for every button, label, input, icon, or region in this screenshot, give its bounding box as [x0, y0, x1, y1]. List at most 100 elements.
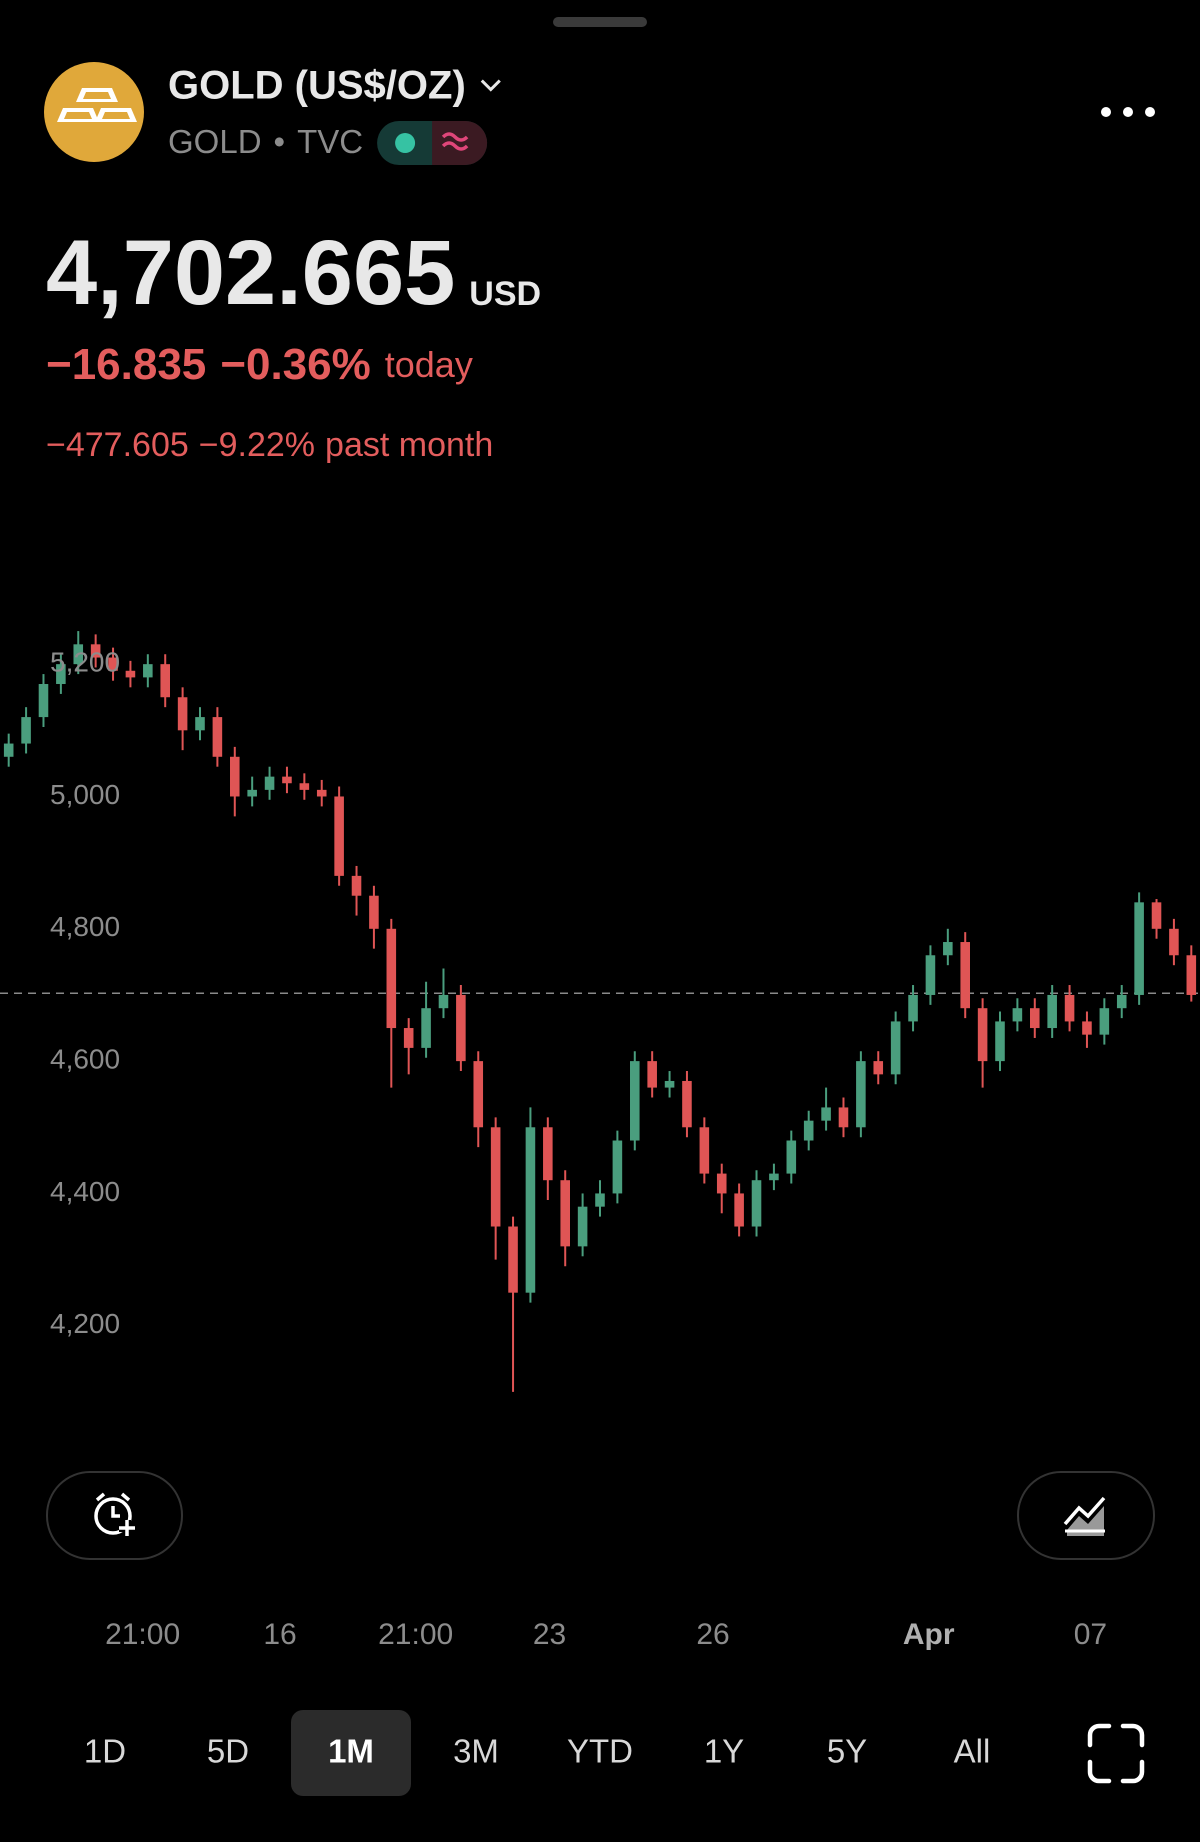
- y-tick-label: 4,800: [50, 911, 120, 942]
- y-tick-label: 5,200: [50, 647, 120, 678]
- candle-body: [1030, 1008, 1040, 1029]
- range-button[interactable]: 1D: [84, 1733, 126, 1770]
- dropdown-chevron[interactable]: [480, 79, 501, 92]
- candle-body: [786, 1140, 797, 1174]
- candle-body: [1116, 994, 1127, 1009]
- candle-body: [890, 1021, 901, 1075]
- symbol-subtitle: GOLD • TVC: [168, 123, 363, 160]
- candle-body: [1082, 1021, 1092, 1035]
- change-today-pct: −0.36%: [220, 340, 370, 389]
- x-tick-label: 23: [533, 1618, 566, 1651]
- candle-body: [473, 1061, 484, 1128]
- candle-body: [699, 1127, 710, 1174]
- change-today: −16.835 −0.36% today: [46, 340, 473, 389]
- add-alert-button[interactable]: [46, 1471, 183, 1560]
- x-tick-label: 16: [263, 1618, 296, 1651]
- x-tick-label: 21:00: [378, 1618, 453, 1651]
- x-tick-label: 21:00: [105, 1618, 180, 1651]
- range-button[interactable]: 5Y: [827, 1733, 867, 1770]
- candle-body: [664, 1080, 675, 1088]
- range-button[interactable]: YTD: [567, 1733, 633, 1770]
- candle-body: [456, 994, 466, 1062]
- range-button[interactable]: 5D: [207, 1733, 249, 1770]
- candle-body: [577, 1206, 588, 1247]
- range-button[interactable]: 1M: [328, 1733, 374, 1770]
- more-menu[interactable]: [1101, 107, 1155, 117]
- candle-body: [995, 1021, 1005, 1062]
- candle-body: [647, 1061, 657, 1088]
- candle-body: [369, 895, 379, 929]
- candle-body: [177, 697, 188, 731]
- candle-body: [769, 1173, 779, 1181]
- candle-body: [160, 664, 170, 698]
- drag-handle[interactable]: [553, 17, 647, 27]
- symbol-title[interactable]: GOLD (US$/OZ): [168, 64, 466, 108]
- candle-body: [334, 796, 344, 876]
- candle-body: [108, 657, 118, 671]
- y-tick-label: 4,200: [50, 1308, 120, 1339]
- candle-body: [421, 1008, 431, 1048]
- candle-body: [960, 942, 970, 1009]
- range-selector: 1D 5D 1M 3M YTD 1Y 5Y All: [84, 1710, 990, 1796]
- candle-body: [856, 1061, 866, 1128]
- candle-body: [351, 875, 362, 896]
- candle-body: [212, 717, 223, 757]
- candle-body: [595, 1193, 605, 1207]
- candle-body: [247, 789, 257, 797]
- market-status-pill: [377, 121, 488, 165]
- candle-body: [56, 664, 66, 685]
- candle-body: [751, 1180, 762, 1227]
- candle-body: [21, 717, 31, 744]
- candle-body: [1151, 902, 1162, 929]
- y-tick-label: 4,600: [50, 1044, 120, 1075]
- today-label: today: [385, 344, 473, 385]
- fullscreen-button[interactable]: [1087, 1723, 1145, 1784]
- y-tick-label: 5,000: [50, 779, 120, 810]
- candle-body: [1064, 994, 1075, 1022]
- candle-body: [1047, 994, 1057, 1029]
- change-today-value: −16.835: [46, 340, 206, 389]
- range-selected-bg: [291, 1710, 411, 1796]
- price-line: 4,702.665 USD: [46, 222, 541, 324]
- candle-body: [838, 1107, 849, 1128]
- candle-body: [1169, 928, 1179, 956]
- candle-body: [3, 743, 14, 757]
- range-button[interactable]: 3M: [453, 1733, 499, 1770]
- x-tick-label: 07: [1074, 1618, 1107, 1651]
- candle-body: [1186, 955, 1197, 995]
- currency: USD: [469, 275, 541, 313]
- candle-body: [977, 1008, 988, 1062]
- candle-body: [716, 1173, 727, 1194]
- chart-style-button[interactable]: [1017, 1471, 1155, 1560]
- candle-body: [925, 955, 936, 995]
- candle-body: [403, 1028, 414, 1048]
- candle-body: [560, 1180, 570, 1247]
- range-button[interactable]: All: [954, 1733, 991, 1770]
- candle-body: [264, 776, 275, 790]
- candle-body: [630, 1061, 640, 1141]
- candle-body: [316, 789, 327, 797]
- candle-body: [90, 644, 101, 658]
- candle-body: [230, 756, 240, 797]
- candle-body: [299, 783, 310, 790]
- y-tick-label: 4,400: [50, 1176, 120, 1207]
- change-month-value: −477.605: [46, 426, 189, 464]
- x-tick-label: Apr: [903, 1618, 955, 1651]
- candle-body: [386, 928, 397, 1029]
- candle-body: [143, 664, 153, 678]
- candle-body: [508, 1226, 518, 1293]
- price: 4,702.665: [46, 222, 455, 324]
- range-button[interactable]: 1Y: [704, 1733, 744, 1770]
- candle-body: [73, 644, 84, 665]
- change-month-pct: −9.22%: [199, 426, 315, 464]
- candle-body: [734, 1193, 744, 1227]
- candle-body: [908, 994, 918, 1022]
- candle-body: [125, 670, 136, 678]
- candle-body: [943, 942, 953, 956]
- change-month: −477.605 −9.22% past month: [46, 426, 493, 464]
- month-label: past month: [325, 426, 493, 464]
- candle-body: [803, 1120, 814, 1141]
